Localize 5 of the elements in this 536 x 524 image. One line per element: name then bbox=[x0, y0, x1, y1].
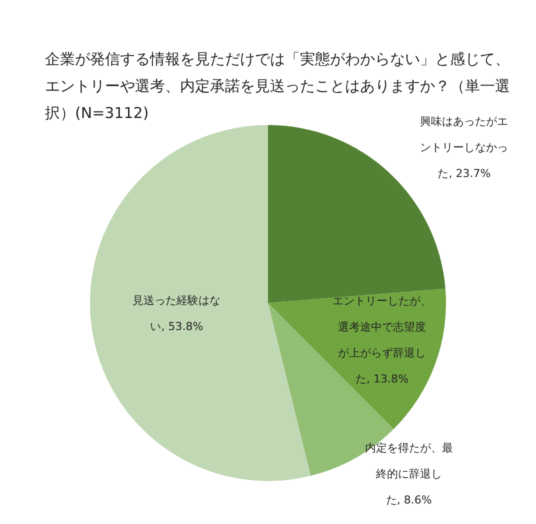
slice-label: エントリーしたが、選考途中で志望度が上がらず辞退した, 13.8% bbox=[332, 294, 432, 386]
pie-slice bbox=[90, 125, 311, 481]
slice-label: 興味はあったがエントリーしなかった, 23.7% bbox=[420, 115, 508, 180]
slice-label: 見送った経験はない, 53.8% bbox=[132, 294, 221, 334]
pie-slice bbox=[268, 288, 446, 430]
